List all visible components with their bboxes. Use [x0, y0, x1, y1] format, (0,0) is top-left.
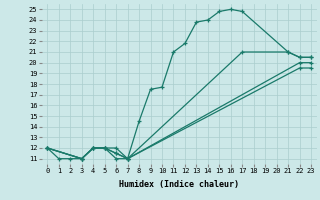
X-axis label: Humidex (Indice chaleur): Humidex (Indice chaleur) — [119, 180, 239, 189]
